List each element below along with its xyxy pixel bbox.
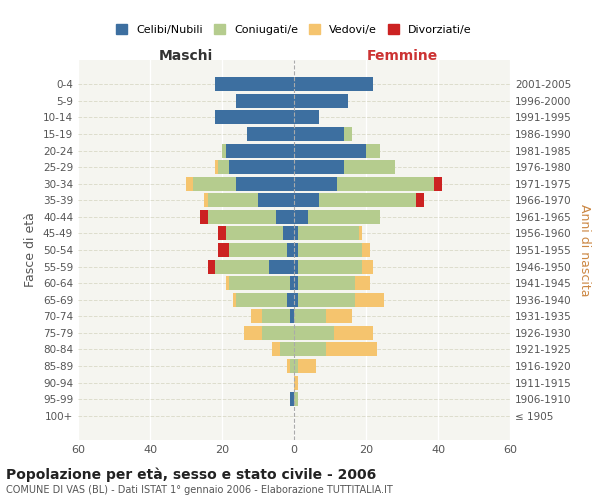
Bar <box>294 127 344 141</box>
Bar <box>344 160 395 174</box>
Bar <box>298 359 316 373</box>
Bar <box>276 210 294 224</box>
Bar <box>362 243 370 257</box>
Y-axis label: Fasce di età: Fasce di età <box>25 212 37 288</box>
Text: Popolazione per età, sesso e stato civile - 2006: Popolazione per età, sesso e stato civil… <box>6 468 376 482</box>
Bar <box>287 292 294 306</box>
Bar <box>290 309 294 324</box>
Bar <box>319 194 416 207</box>
Bar <box>218 226 226 240</box>
Bar <box>298 243 362 257</box>
Bar <box>229 276 290 290</box>
Bar <box>280 342 294 356</box>
Bar <box>294 260 298 274</box>
Bar <box>215 160 218 174</box>
Bar <box>334 326 373 340</box>
Bar <box>294 176 337 191</box>
Bar <box>290 359 294 373</box>
Bar <box>233 292 236 306</box>
Bar <box>226 144 294 158</box>
Bar <box>218 243 229 257</box>
Bar <box>294 94 348 108</box>
Bar <box>362 260 373 274</box>
Bar <box>294 110 319 124</box>
Bar <box>193 176 236 191</box>
Bar <box>218 160 229 174</box>
Bar <box>258 194 294 207</box>
Bar <box>337 176 434 191</box>
Text: COMUNE DI VAS (BL) - Dati ISTAT 1° gennaio 2006 - Elaborazione TUTTITALIA.IT: COMUNE DI VAS (BL) - Dati ISTAT 1° genna… <box>6 485 393 495</box>
Bar <box>294 144 366 158</box>
Bar <box>287 243 294 257</box>
Bar <box>290 392 294 406</box>
Bar <box>294 160 344 174</box>
Bar <box>359 226 362 240</box>
Bar <box>208 260 215 274</box>
Bar <box>294 194 319 207</box>
Text: Femmine: Femmine <box>367 49 437 63</box>
Bar <box>244 326 262 340</box>
Bar <box>251 309 262 324</box>
Bar <box>326 342 377 356</box>
Bar <box>215 78 294 92</box>
Bar <box>269 260 294 274</box>
Bar <box>208 210 276 224</box>
Bar <box>308 210 380 224</box>
Bar <box>262 309 290 324</box>
Bar <box>366 144 380 158</box>
Text: Maschi: Maschi <box>159 49 213 63</box>
Bar <box>287 359 290 373</box>
Bar <box>215 260 269 274</box>
Bar <box>298 292 355 306</box>
Bar <box>298 276 355 290</box>
Bar <box>236 292 287 306</box>
Bar <box>229 243 287 257</box>
Bar <box>294 359 298 373</box>
Bar <box>226 276 229 290</box>
Bar <box>294 326 334 340</box>
Bar <box>326 309 352 324</box>
Bar <box>247 127 294 141</box>
Bar <box>294 226 298 240</box>
Bar <box>262 326 294 340</box>
Bar <box>294 376 298 390</box>
Bar <box>226 226 283 240</box>
Bar <box>236 176 294 191</box>
Bar <box>294 276 298 290</box>
Bar <box>298 260 362 274</box>
Bar <box>294 78 373 92</box>
Bar <box>290 276 294 290</box>
Bar <box>294 392 298 406</box>
Bar <box>434 176 442 191</box>
Bar <box>294 342 326 356</box>
Bar <box>294 292 298 306</box>
Bar <box>204 194 208 207</box>
Legend: Celibi/Nubili, Coniugati/e, Vedovi/e, Divorziati/e: Celibi/Nubili, Coniugati/e, Vedovi/e, Di… <box>112 20 476 40</box>
Bar <box>355 276 370 290</box>
Bar <box>294 243 298 257</box>
Bar <box>208 194 258 207</box>
Bar <box>236 94 294 108</box>
Bar <box>344 127 352 141</box>
Y-axis label: Anni di nascita: Anni di nascita <box>578 204 591 296</box>
Bar <box>200 210 208 224</box>
Bar <box>272 342 280 356</box>
Bar <box>416 194 424 207</box>
Bar <box>298 226 359 240</box>
Bar <box>215 110 294 124</box>
Bar <box>229 160 294 174</box>
Bar <box>294 309 326 324</box>
Bar <box>283 226 294 240</box>
Bar <box>186 176 193 191</box>
Bar <box>294 210 308 224</box>
Bar <box>222 144 226 158</box>
Bar <box>355 292 384 306</box>
